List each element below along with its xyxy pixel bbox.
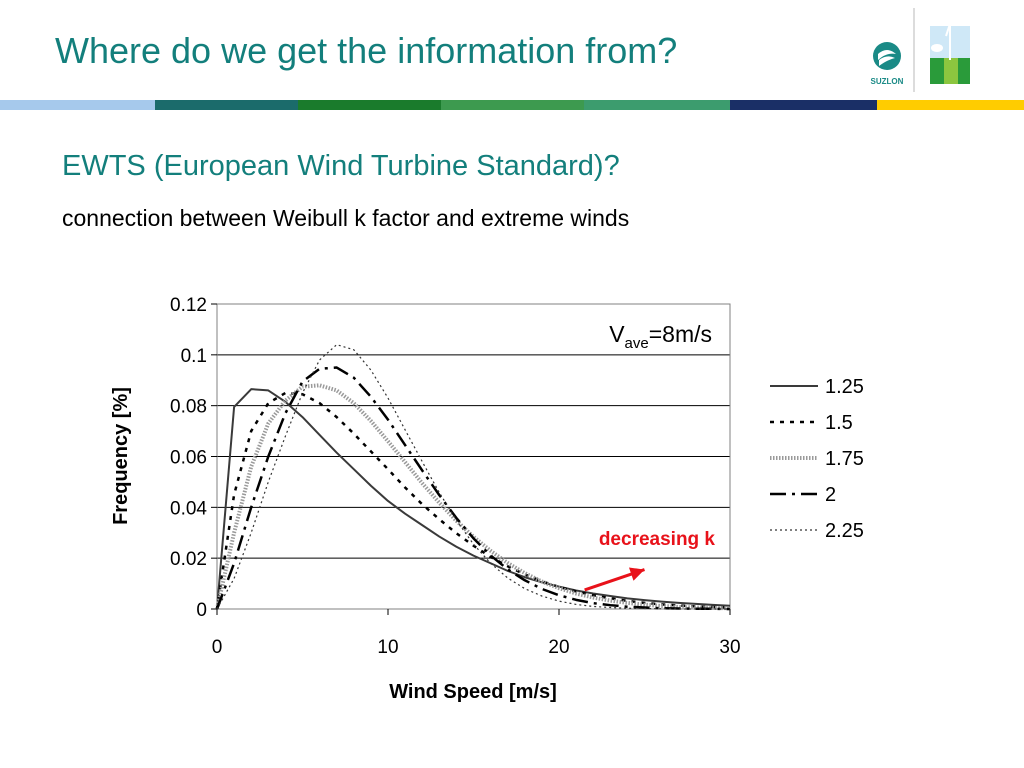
y-tick-label: 0.04	[170, 498, 207, 519]
series-lines	[215, 344, 731, 611]
x-tick-label: 10	[377, 637, 398, 658]
decreasing-k-annotation: decreasing k	[599, 529, 716, 550]
y-tick-label: 0.06	[170, 448, 207, 469]
vave-rest: =8m/s	[649, 321, 712, 347]
trend-arrow-head	[628, 567, 645, 581]
slide-title: Where do we get the information from?	[55, 30, 678, 71]
legend-label: 2	[825, 484, 836, 506]
y-tick-label: 0	[196, 600, 207, 621]
stripe-segment	[298, 100, 441, 110]
stripe-segment	[584, 100, 730, 110]
legend-label: 2.25	[825, 520, 864, 542]
y-tick-label: 0.02	[170, 549, 207, 570]
wind-turbine-landscape-icon	[930, 11, 970, 84]
x-tick-label: 20	[548, 637, 569, 658]
suzlon-logo: SUZLON	[860, 8, 1010, 92]
color-stripe	[0, 100, 1024, 110]
stripe-segment	[877, 100, 1024, 110]
y-tick-label: 0.12	[170, 295, 207, 316]
trend-arrow	[584, 567, 645, 592]
legend-label: 1.25	[825, 376, 864, 398]
x-tick-label: 30	[719, 637, 740, 658]
stripe-segment	[730, 100, 877, 110]
y-axis-title: Frequency [%]	[110, 387, 132, 525]
suzlon-logo-text: SUZLON	[871, 77, 904, 86]
legend-label: 1.5	[825, 412, 853, 434]
slide-description: connection between Weibull k factor and …	[62, 205, 630, 231]
stripe-segment	[155, 100, 298, 110]
y-axis-ticks: 0 0.02 0.04 0.06 0.08 0.1 0.12	[170, 295, 217, 621]
x-axis-ticks: 0 10 20 30	[212, 609, 741, 658]
series-line-k-1.5	[215, 391, 731, 610]
stripe-segment	[441, 100, 584, 110]
series-line-k-2	[215, 366, 731, 611]
x-axis-title: Wind Speed [m/s]	[389, 681, 557, 703]
legend-label: 1.75	[825, 448, 864, 470]
slide-subtitle: EWTS (European Wind Turbine Standard)?	[62, 150, 620, 182]
stripe-segment	[0, 100, 155, 110]
vave-subscript: ave	[625, 335, 649, 352]
series-line-k-1.25	[216, 388, 731, 610]
legend: 1.25 1.5 1.75 2 2.25	[770, 376, 864, 542]
series-line-k-1.75	[215, 383, 731, 611]
vave-base: V	[609, 321, 625, 347]
y-tick-label: 0.1	[181, 346, 207, 367]
y-tick-label: 0.08	[170, 397, 207, 418]
x-tick-label: 0	[212, 637, 223, 658]
series-line-k-2.25	[216, 344, 730, 610]
vave-annotation: Vave=8m/s	[609, 321, 712, 352]
